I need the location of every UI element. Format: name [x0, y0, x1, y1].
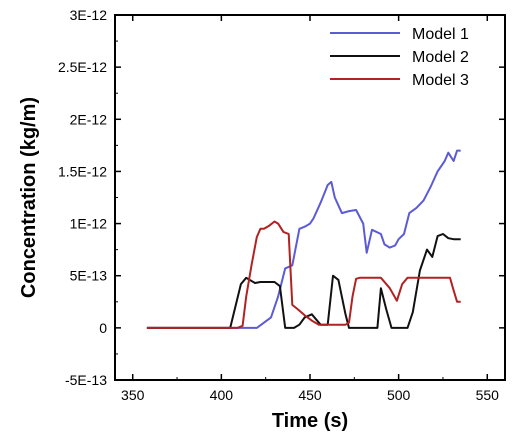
x-tick-label: 400 — [210, 387, 234, 403]
x-tick-label: 350 — [121, 387, 145, 403]
legend-label-model-3: Model 3 — [412, 72, 469, 89]
y-tick-label: 1.5E-12 — [58, 163, 107, 179]
y-tick-label: -5E-13 — [65, 372, 107, 388]
y-axis-title: Concentration (kg/m) — [18, 97, 40, 298]
x-tick-label: 450 — [298, 387, 322, 403]
y-tick-label: 1E-12 — [70, 216, 108, 232]
legend: Model 1 Model 2 Model 3 — [330, 26, 469, 89]
y-tick-label: 5E-13 — [70, 268, 108, 284]
x-tick-label: 550 — [476, 387, 500, 403]
legend-label-model-1: Model 1 — [412, 26, 469, 43]
y-tick-label: 0 — [99, 320, 107, 336]
series-group — [146, 149, 461, 329]
legend-label-model-2: Model 2 — [412, 49, 469, 66]
y-tick-label: 2.5E-12 — [58, 59, 107, 75]
plot-area — [114, 14, 506, 381]
series-line-model-3 — [146, 220, 461, 329]
y-axis: -5E-13 0 5E-13 1E-12 1.5E-12 2E-12 2.5E-12 3E-1… — [58, 7, 505, 388]
series-line-model-2 — [146, 233, 461, 329]
plot-frame — [114, 14, 506, 381]
x-axis-title: Time (s) — [272, 410, 348, 432]
y-tick-label: 3E-12 — [70, 7, 108, 23]
x-axis: 350 400 450 500 550 — [121, 15, 499, 403]
y-tick-label: 2E-12 — [70, 111, 108, 127]
x-tick-label: 500 — [387, 387, 411, 403]
series-line-model-1 — [146, 149, 461, 329]
